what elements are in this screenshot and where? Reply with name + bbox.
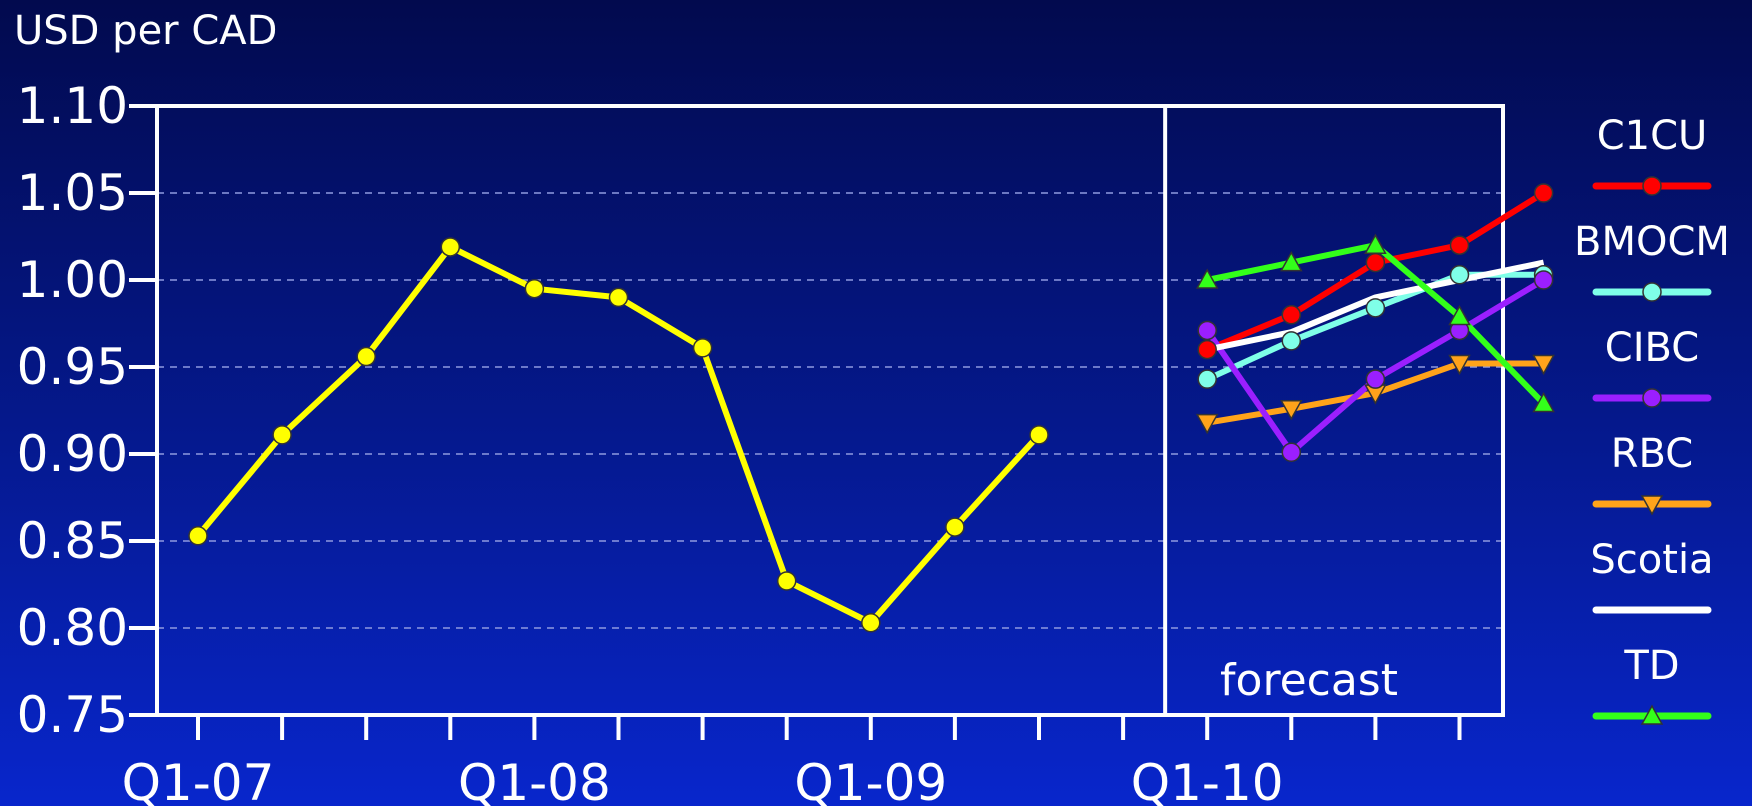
history-point — [608, 287, 629, 308]
plot-frame — [155, 104, 1505, 717]
history-point — [524, 278, 545, 299]
series-point-rbc — [1195, 413, 1219, 435]
y-tick-label: 0.90 — [17, 425, 128, 483]
series-point-cibc — [1365, 369, 1386, 389]
legend: C1CU BMOCM CIBC RBC Scotia TD — [1574, 113, 1730, 725]
y-axis-title: USD per CAD — [14, 8, 277, 54]
history-point — [440, 237, 461, 257]
series-point-rbc — [1280, 400, 1303, 421]
history-point — [272, 425, 292, 445]
series-point-td — [1532, 391, 1555, 413]
series-point-rbc — [1448, 354, 1471, 376]
x-axis-ticks: Q1-07 Q1-08 Q1-09 Q1-10 — [122, 715, 1462, 806]
legend-label-cibc: CIBC — [1605, 325, 1699, 371]
series-point-rbc — [1532, 354, 1555, 376]
series-point-bmocm — [1281, 331, 1302, 351]
series-point-c1cu — [1449, 235, 1470, 255]
series-point-td — [1195, 268, 1219, 289]
series-point-td — [1364, 233, 1387, 254]
y-tick-label: 0.95 — [17, 338, 128, 396]
legend-marker-td — [1640, 704, 1664, 725]
series-markers — [188, 183, 1555, 633]
series-point-c1cu — [1281, 305, 1302, 325]
series-point-td — [1280, 251, 1303, 272]
series-point-td — [1448, 304, 1471, 326]
y-tick-label: 1.10 — [17, 77, 128, 135]
legend-label-c1cu: C1CU — [1597, 113, 1708, 159]
series-point-c1cu — [1365, 252, 1386, 273]
gridlines — [157, 192, 1503, 629]
legend-label-td: TD — [1623, 643, 1679, 689]
y-tick-label: 0.85 — [17, 512, 128, 570]
legend-marker-c1cu — [1642, 176, 1662, 196]
legend-label-rbc: RBC — [1611, 431, 1693, 477]
series-point-bmocm — [1449, 265, 1470, 285]
x-tick-label: Q1-09 — [794, 754, 947, 806]
x-tick-label: Q1-10 — [1131, 754, 1284, 806]
series-lines — [195, 190, 1546, 626]
legend-marker-bmocm — [1642, 282, 1662, 302]
forecast-annotation: forecast — [1220, 655, 1398, 706]
history-point — [776, 571, 797, 591]
history-point — [1029, 425, 1049, 445]
legend-label-scotia: Scotia — [1590, 537, 1713, 583]
x-tick-label: Q1-08 — [458, 754, 611, 806]
series-point-cibc — [1197, 320, 1217, 341]
x-tick-label: Q1-07 — [122, 754, 275, 806]
history-point — [356, 346, 376, 367]
history-point — [692, 338, 713, 358]
y-tick-label: 1.00 — [17, 251, 128, 309]
series-point-cibc — [1281, 442, 1302, 463]
y-tick-label: 0.75 — [17, 686, 128, 744]
history-point — [188, 526, 208, 546]
legend-marker-rbc — [1640, 495, 1664, 516]
series-point-bmocm — [1197, 369, 1217, 389]
y-axis-ticks: 1.10 1.05 1.00 0.95 0.90 0.85 0.80 0.75 — [17, 77, 157, 744]
legend-label-bmocm: BMOCM — [1574, 219, 1730, 265]
history-point — [861, 613, 881, 633]
series-line-scotia — [1206, 259, 1545, 353]
legend-marker-cibc — [1642, 388, 1662, 408]
series-point-c1cu — [1197, 339, 1217, 360]
series-point-c1cu — [1533, 183, 1554, 203]
series-point-bmocm — [1365, 298, 1386, 318]
plot-border — [155, 104, 1505, 717]
history-point — [945, 517, 965, 537]
series-point-cibc — [1533, 270, 1554, 290]
y-tick-label: 0.80 — [17, 599, 128, 657]
y-tick-label: 1.05 — [17, 164, 128, 222]
